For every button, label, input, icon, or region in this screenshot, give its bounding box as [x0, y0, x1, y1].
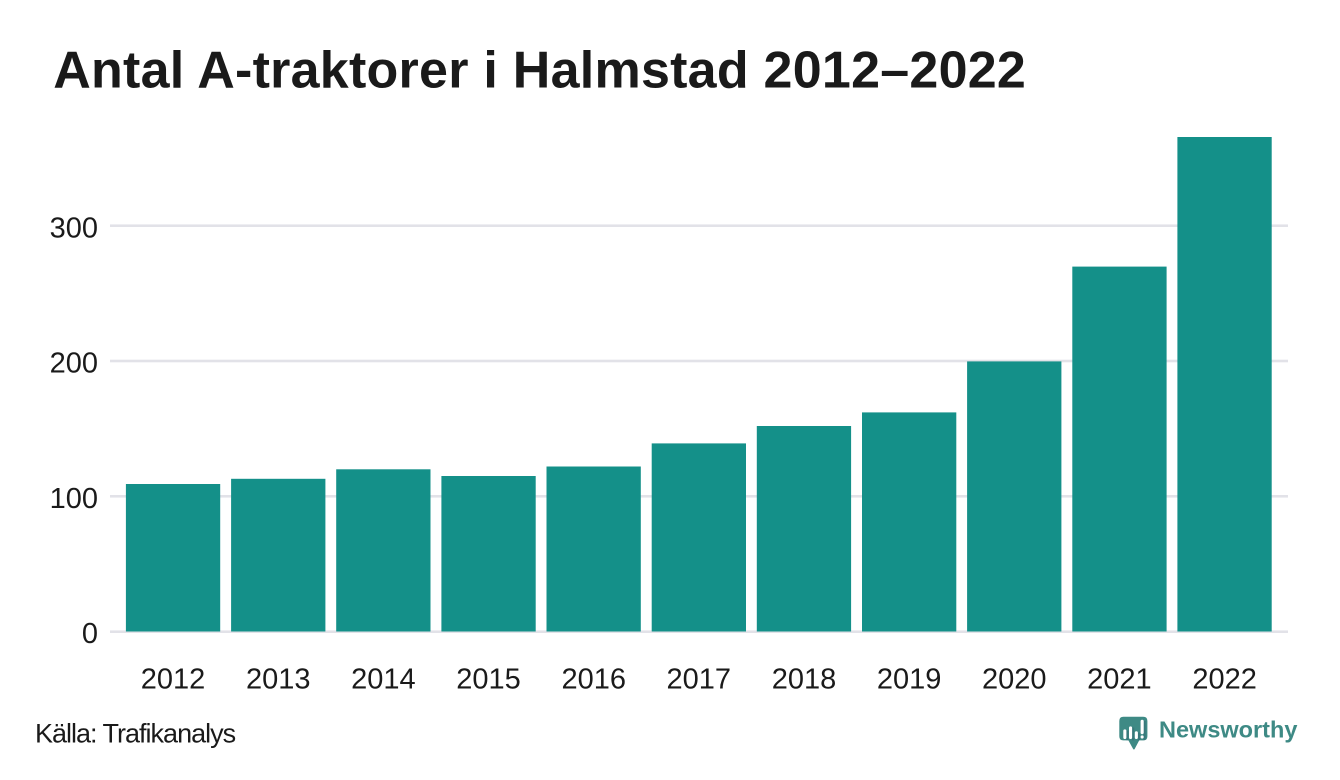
- svg-text:Newsworthy: Newsworthy: [1159, 717, 1297, 743]
- svg-text:0: 0: [82, 618, 98, 650]
- svg-text:2022: 2022: [1192, 664, 1257, 696]
- svg-text:2019: 2019: [877, 664, 942, 696]
- svg-text:2020: 2020: [982, 664, 1047, 696]
- svg-text:100: 100: [50, 483, 98, 515]
- svg-text:300: 300: [50, 212, 98, 244]
- svg-text:2012: 2012: [141, 664, 206, 696]
- svg-text:Källa: Trafikanalys: Källa: Trafikanalys: [35, 719, 236, 749]
- svg-text:2017: 2017: [667, 664, 732, 696]
- svg-text:Antal A-traktorer i Halmstad 2: Antal A-traktorer i Halmstad 2012–2022: [53, 41, 1026, 99]
- svg-text:2013: 2013: [246, 664, 311, 696]
- svg-text:2014: 2014: [351, 664, 416, 696]
- svg-text:2021: 2021: [1087, 664, 1152, 696]
- svg-text:2016: 2016: [561, 664, 626, 696]
- svg-text:2018: 2018: [772, 664, 837, 696]
- svg-text:2015: 2015: [456, 664, 521, 696]
- svg-text:200: 200: [50, 348, 98, 380]
